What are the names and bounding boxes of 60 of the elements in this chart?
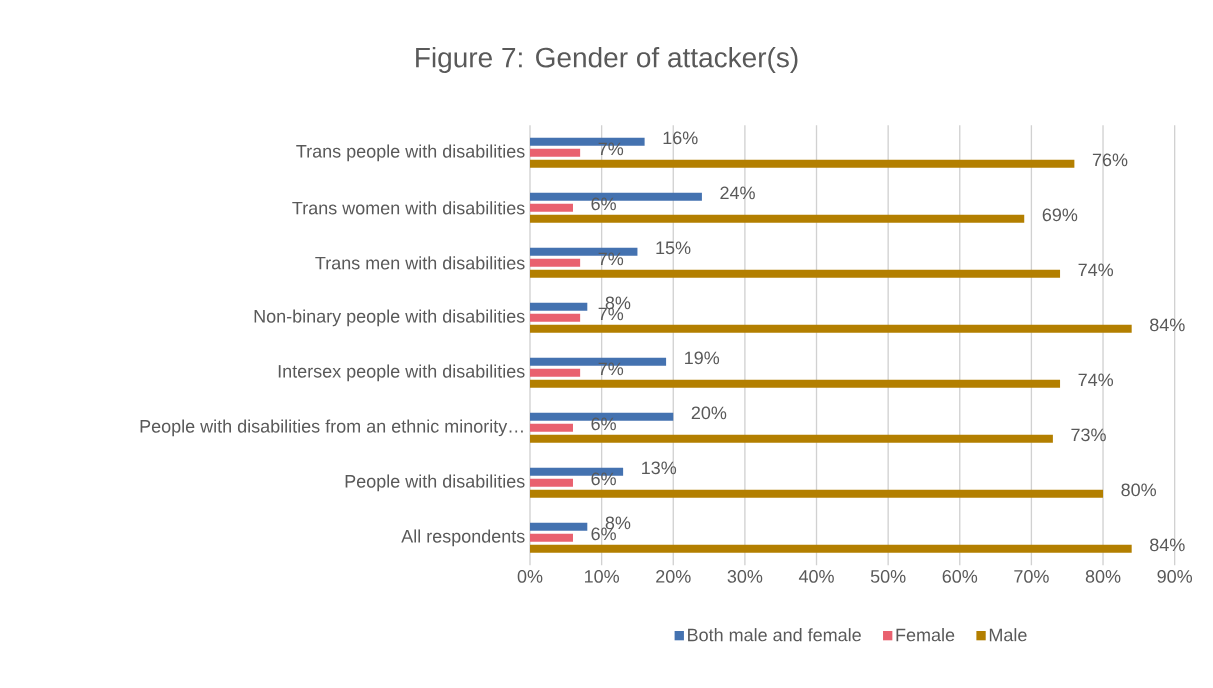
- bar: [530, 203, 573, 212]
- data-label: 19%: [685, 351, 720, 365]
- x-tick-label: 40%: [798, 570, 834, 583]
- chart-title: Figure 7: Gender of attacker(s): [416, 46, 798, 74]
- bar: [530, 368, 581, 377]
- y-tick-label: Non-binary people with disabilities: [254, 309, 525, 327]
- bar: [530, 324, 1132, 333]
- legend-label: Male: [989, 628, 1027, 642]
- y-tick-label: Trans people with disabilities: [296, 144, 525, 162]
- bar: [530, 379, 1061, 388]
- data-label: 76%: [1092, 153, 1128, 167]
- bar: [530, 489, 1104, 498]
- y-tick-label: People with disabilities from an ethnic minority…: [140, 419, 523, 437]
- y-tick-label: Trans women with disabilities: [292, 201, 525, 215]
- data-label: 6%: [591, 417, 616, 431]
- bar: [530, 214, 1025, 223]
- bar: [530, 522, 588, 531]
- data-label: 84%: [1150, 538, 1185, 552]
- x-tick-label: 0%: [517, 570, 543, 583]
- x-tick-label: 70%: [1014, 570, 1049, 583]
- bar: [530, 269, 1061, 278]
- bar: [530, 148, 581, 157]
- bar: [530, 258, 581, 267]
- legend-label: Female: [896, 628, 955, 642]
- data-label: 73%: [1071, 428, 1106, 442]
- data-label: 20%: [691, 406, 727, 420]
- data-label: 7%: [598, 142, 624, 156]
- bar: [530, 544, 1132, 553]
- bar: [530, 434, 1053, 443]
- bar: [530, 423, 573, 432]
- bar: [530, 313, 581, 322]
- y-tick-label: Trans men with disabilities: [315, 256, 525, 270]
- data-label: 24%: [720, 186, 755, 200]
- x-tick-label: 90%: [1157, 570, 1193, 583]
- bar: [530, 478, 573, 487]
- data-label: 7%: [598, 252, 624, 266]
- x-tick-label: 50%: [870, 570, 906, 583]
- bar: [530, 302, 588, 311]
- data-label: 69%: [1042, 208, 1078, 222]
- x-tick-label: 30%: [727, 570, 763, 583]
- y-tick-label: People with disabilities: [345, 474, 525, 492]
- data-label: 84%: [1150, 318, 1185, 332]
- y-tick-label: Intersex people with disabilities: [278, 364, 525, 382]
- x-tick-label: 10%: [585, 570, 619, 583]
- y-tick-label: All respondents: [401, 529, 525, 547]
- data-label: 7%: [598, 362, 624, 376]
- data-label: 16%: [663, 131, 698, 145]
- bar: [530, 533, 573, 542]
- x-tick-label: 20%: [656, 570, 691, 583]
- legend-label: Both male and female: [688, 628, 861, 642]
- data-label: 80%: [1121, 483, 1157, 497]
- x-tick-label: 60%: [942, 570, 978, 583]
- x-tick-label: 80%: [1085, 570, 1121, 583]
- data-label: 74%: [1078, 263, 1114, 277]
- data-label: 13%: [642, 461, 677, 475]
- data-label: 6%: [591, 472, 616, 486]
- data-label: 74%: [1078, 373, 1114, 387]
- data-label: 15%: [656, 241, 691, 255]
- bar: [530, 159, 1075, 168]
- data-label: 6%: [591, 197, 616, 211]
